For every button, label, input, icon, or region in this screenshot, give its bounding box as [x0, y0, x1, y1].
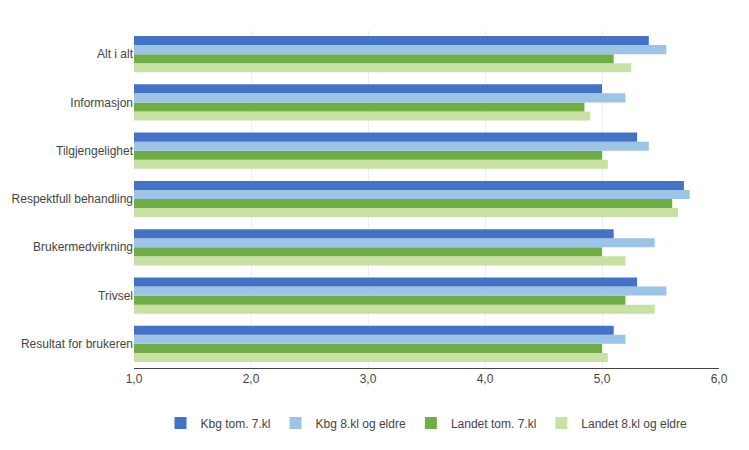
svg-text:3,0: 3,0 [360, 372, 377, 386]
svg-text:Respektfull behandling: Respektfull behandling [12, 192, 133, 206]
svg-text:1,0: 1,0 [126, 372, 143, 386]
svg-text:5,0: 5,0 [594, 372, 611, 386]
svg-text:Alt i alt: Alt i alt [97, 47, 134, 61]
svg-text:Kbg 8.kl og eldre: Kbg 8.kl og eldre [316, 417, 406, 431]
svg-text:Kbg tom. 7.kl: Kbg tom. 7.kl [201, 417, 271, 431]
svg-text:Landet 8.kl og eldre: Landet 8.kl og eldre [581, 417, 687, 431]
svg-text:Tilgjengelighet: Tilgjengelighet [56, 144, 134, 158]
svg-text:Landet tom. 7.kl: Landet tom. 7.kl [451, 417, 536, 431]
svg-text:Informasjon: Informasjon [70, 96, 133, 110]
svg-text:Trivsel: Trivsel [98, 289, 133, 303]
svg-text:Brukermedvirkning: Brukermedvirkning [33, 240, 133, 254]
svg-text:4,0: 4,0 [477, 372, 494, 386]
svg-text:6,0: 6,0 [711, 372, 728, 386]
svg-text:2,0: 2,0 [243, 372, 260, 386]
svg-text:Resultat for brukeren: Resultat for brukeren [21, 337, 133, 351]
